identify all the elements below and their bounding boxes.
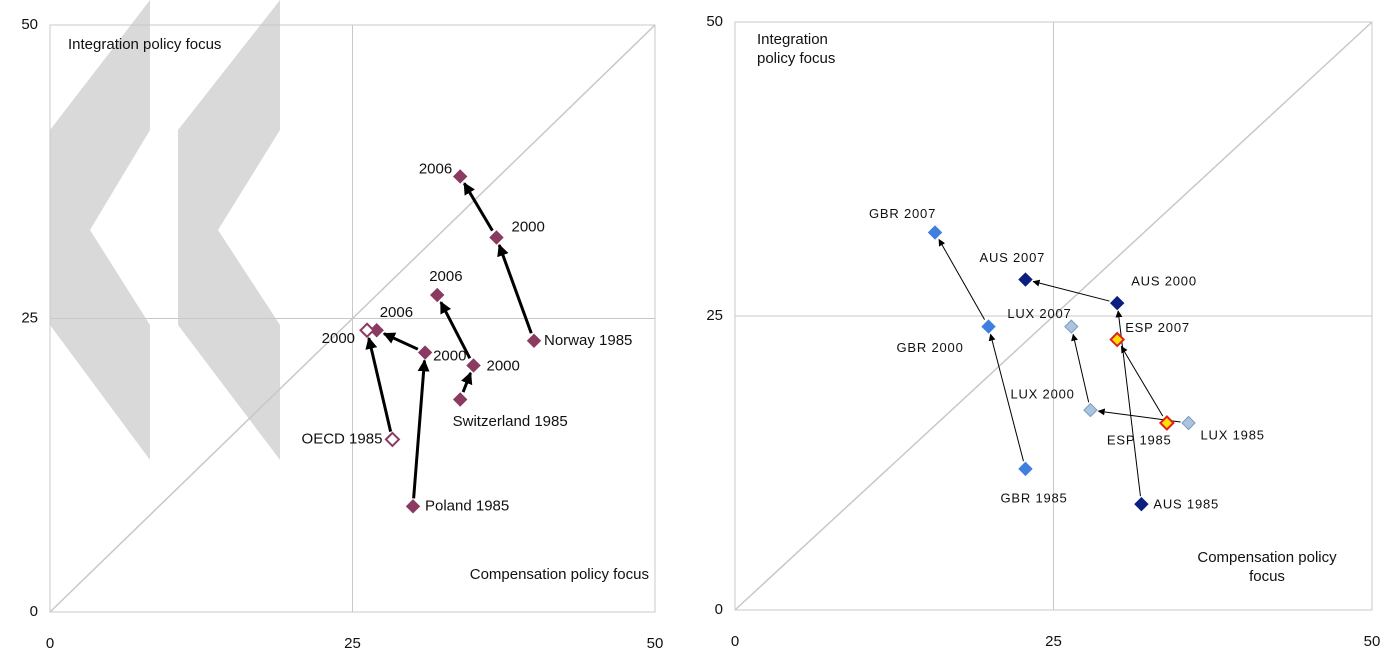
plot: 0 25 50 0 25 50 GBR 1985 GBR 2000 GBR 2007 AUS 19… [706, 13, 1380, 650]
arrow [462, 182, 494, 232]
point-label: Poland 1985 [425, 497, 509, 514]
arrow [439, 301, 472, 360]
point-label: 2000 [322, 330, 355, 347]
point-label: ESP 1985 [1107, 432, 1172, 447]
point [489, 230, 504, 245]
point-label: GBR 2000 [897, 340, 964, 355]
arrow [461, 371, 473, 393]
point-label: AUS 2007 [979, 250, 1045, 265]
point [429, 287, 445, 303]
x-tick-label: 0 [731, 633, 739, 650]
point-label: 2000 [511, 218, 544, 235]
x-tick-label: 50 [647, 635, 664, 652]
point-label: Norway 1985 [544, 332, 632, 349]
point-label: 2006 [419, 160, 452, 177]
arrow [412, 359, 430, 499]
point-label: LUX 2007 [1007, 306, 1071, 321]
y-tick-label: 25 [706, 307, 723, 324]
logo [50, 0, 280, 460]
x-tick-label: 0 [46, 635, 54, 652]
point [1018, 272, 1033, 287]
point [384, 431, 401, 448]
point [417, 345, 433, 360]
point [1158, 415, 1175, 431]
point [1064, 319, 1079, 334]
point-label: AUS 2000 [1131, 274, 1197, 289]
point [452, 169, 468, 184]
point [981, 319, 996, 334]
point-label: LUX 1985 [1201, 427, 1265, 442]
point [405, 499, 421, 514]
point [526, 333, 542, 349]
y-tick-label: 25 [21, 309, 38, 326]
y-tick-label: 50 [21, 16, 38, 33]
point [1109, 331, 1126, 348]
point [1134, 496, 1149, 512]
x-tick-label: 25 [344, 635, 361, 652]
point [359, 322, 375, 339]
arrow [1032, 279, 1110, 302]
y-tick-label: 50 [706, 13, 723, 30]
point [1181, 415, 1196, 431]
annotation: Integration policy focus [68, 36, 221, 53]
point [927, 225, 943, 240]
y-tick-label: 0 [715, 601, 723, 618]
point [466, 358, 481, 373]
point-label: 2006 [429, 268, 462, 285]
plot: 0 25 50 0 25 50 Integration policy focus Compen… [21, 16, 663, 652]
arrow [1071, 333, 1090, 403]
arrow [938, 238, 986, 320]
point-label: GBR 2007 [869, 206, 936, 221]
point-label: AUS 1985 [1153, 497, 1219, 512]
annotation: Compensation policy focus [1197, 549, 1337, 585]
point [1083, 402, 1098, 418]
annotation: Compensation policy focus [470, 566, 649, 583]
point [452, 392, 468, 407]
point-label: Switzerland 1985 [452, 412, 568, 430]
point [1018, 461, 1033, 477]
point-label: ESP 2007 [1125, 320, 1190, 335]
arrow [365, 336, 393, 432]
y-tick-label: 0 [30, 603, 38, 620]
x-tick-label: 25 [1045, 633, 1062, 650]
arrow [382, 332, 419, 351]
arrow [1120, 345, 1164, 417]
point-label: 2006 [380, 304, 413, 321]
point-label: GBR 1985 [1000, 490, 1067, 505]
point [1109, 295, 1125, 311]
point-label: LUX 2000 [1010, 387, 1074, 402]
arrow [988, 333, 1024, 462]
point-label: 2000 [487, 357, 520, 374]
arrow [497, 243, 533, 334]
annotation: Integration policy focus [757, 31, 836, 67]
point-label: OECD 1985 [302, 430, 383, 447]
x-tick-label: 50 [1364, 633, 1381, 650]
point-label: 2000 [433, 348, 466, 365]
